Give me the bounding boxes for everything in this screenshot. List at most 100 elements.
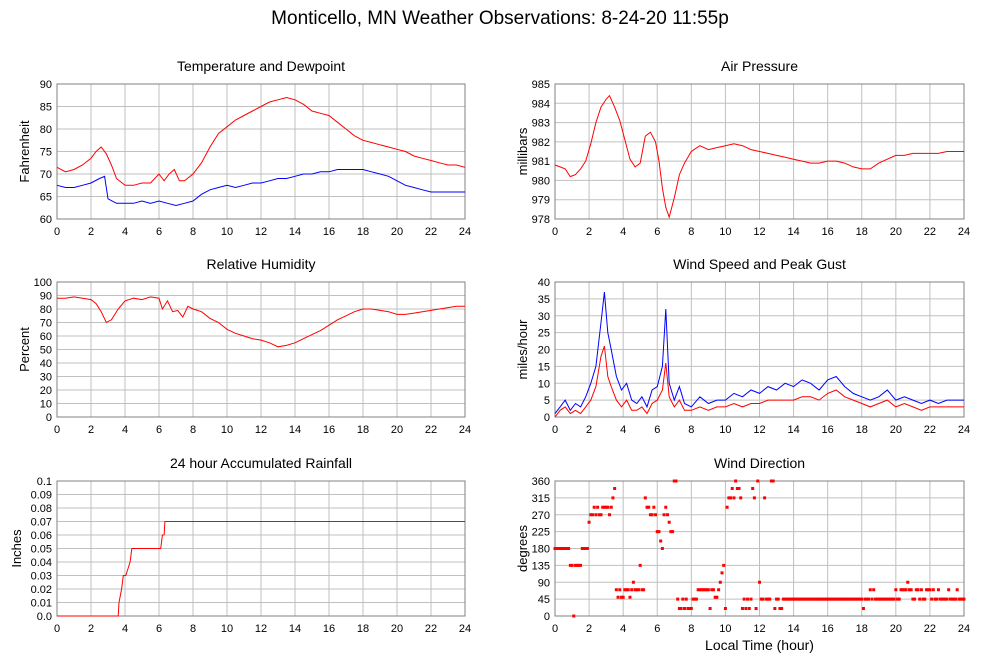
data-point	[792, 597, 796, 601]
data-point	[899, 588, 903, 592]
y-tick-label: 985	[532, 79, 550, 91]
data-point	[708, 607, 712, 610]
data-point	[672, 479, 676, 483]
data-point	[911, 597, 915, 601]
series-line	[57, 296, 465, 348]
data-point	[613, 487, 617, 490]
series-line	[56, 96, 466, 186]
data-point	[623, 588, 627, 592]
data-point	[868, 588, 872, 592]
data-point	[781, 597, 785, 601]
data-point	[628, 595, 632, 599]
data-point	[826, 597, 830, 601]
data-point	[780, 607, 784, 610]
x-tick-label: 14	[289, 424, 301, 436]
y-tick-label: 0	[46, 412, 52, 424]
data-point	[822, 597, 826, 601]
data-point	[604, 505, 608, 509]
data-point	[957, 597, 961, 601]
data-point	[848, 597, 852, 601]
data-point	[585, 547, 589, 550]
data-point	[715, 595, 719, 599]
x-tick-label: 20	[890, 623, 902, 635]
y-tick-label: 0.07	[31, 517, 52, 529]
data-point	[919, 588, 923, 592]
data-point	[592, 505, 596, 509]
y-tick-label: 982	[532, 137, 550, 149]
plot-frame	[554, 281, 965, 418]
data-point	[681, 597, 685, 601]
data-point	[572, 614, 576, 618]
data-point	[836, 597, 840, 601]
y-tick-label: 5	[544, 395, 550, 407]
data-point	[843, 597, 847, 601]
data-point	[865, 597, 869, 601]
x-tick-label: 10	[221, 424, 233, 436]
data-point	[718, 580, 722, 584]
data-point	[599, 513, 603, 517]
chart-title: Wind Speed and Peak Gust	[673, 256, 846, 272]
data-point	[897, 597, 901, 601]
y-axis-label: degrees	[515, 525, 530, 572]
data-point	[863, 597, 867, 601]
x-tick-label: 10	[221, 623, 233, 635]
data-point	[616, 595, 620, 599]
data-point	[819, 597, 823, 601]
x-tick-label: 4	[122, 226, 128, 238]
data-point	[795, 597, 799, 601]
y-tick-label: 100	[34, 277, 52, 289]
y-tick-label: 0.06	[31, 530, 52, 542]
data-point	[630, 588, 634, 592]
data-point	[952, 597, 956, 601]
y-tick-label: 90	[40, 291, 52, 303]
data-point	[664, 505, 668, 509]
x-tick-label: 4	[620, 424, 626, 436]
data-point	[814, 597, 818, 601]
y-tick-label: 75	[40, 147, 52, 159]
data-point	[759, 597, 763, 601]
y-tick-label: 0.09	[31, 490, 52, 502]
data-point	[846, 597, 850, 601]
series-line	[554, 94, 964, 219]
data-point	[723, 607, 727, 610]
data-point	[778, 607, 782, 610]
x-tick-label: 0	[552, 424, 558, 436]
data-point	[790, 597, 794, 601]
y-tick-label: 70	[40, 318, 52, 330]
data-point	[756, 479, 760, 483]
y-tick-label: 85	[40, 102, 52, 114]
y-tick-label: 983	[532, 118, 550, 130]
y-tick-label: 30	[40, 372, 52, 384]
x-tick-label: 24	[459, 226, 471, 238]
data-point	[701, 588, 705, 592]
x-tick-label: 14	[289, 226, 301, 238]
data-point	[839, 597, 843, 601]
data-point	[860, 597, 864, 601]
x-tick-label: 4	[620, 623, 626, 635]
data-point	[810, 597, 814, 601]
y-axis-label: millibars	[515, 127, 530, 175]
y-tick-label: 978	[532, 214, 550, 226]
data-point	[916, 588, 920, 592]
data-point	[858, 597, 862, 601]
data-point	[676, 597, 680, 601]
data-point	[809, 597, 813, 601]
data-point	[725, 505, 729, 509]
x-tick-label: 14	[787, 623, 799, 635]
data-point	[758, 580, 761, 584]
x-tick-label: 0	[552, 226, 558, 238]
y-tick-label: 60	[40, 331, 52, 343]
x-tick-label: 16	[323, 424, 335, 436]
x-tick-label: 22	[924, 226, 936, 238]
data-point	[752, 496, 756, 500]
data-point	[931, 588, 935, 592]
data-point	[887, 597, 891, 601]
data-point	[918, 597, 922, 601]
y-tick-label: 0.01	[31, 598, 52, 610]
data-point	[637, 588, 641, 592]
x-tick-label: 18	[856, 226, 868, 238]
data-point	[562, 547, 566, 550]
y-tick-label: 0	[544, 611, 550, 623]
x-tick-label: 6	[654, 424, 660, 436]
data-point	[907, 588, 911, 592]
